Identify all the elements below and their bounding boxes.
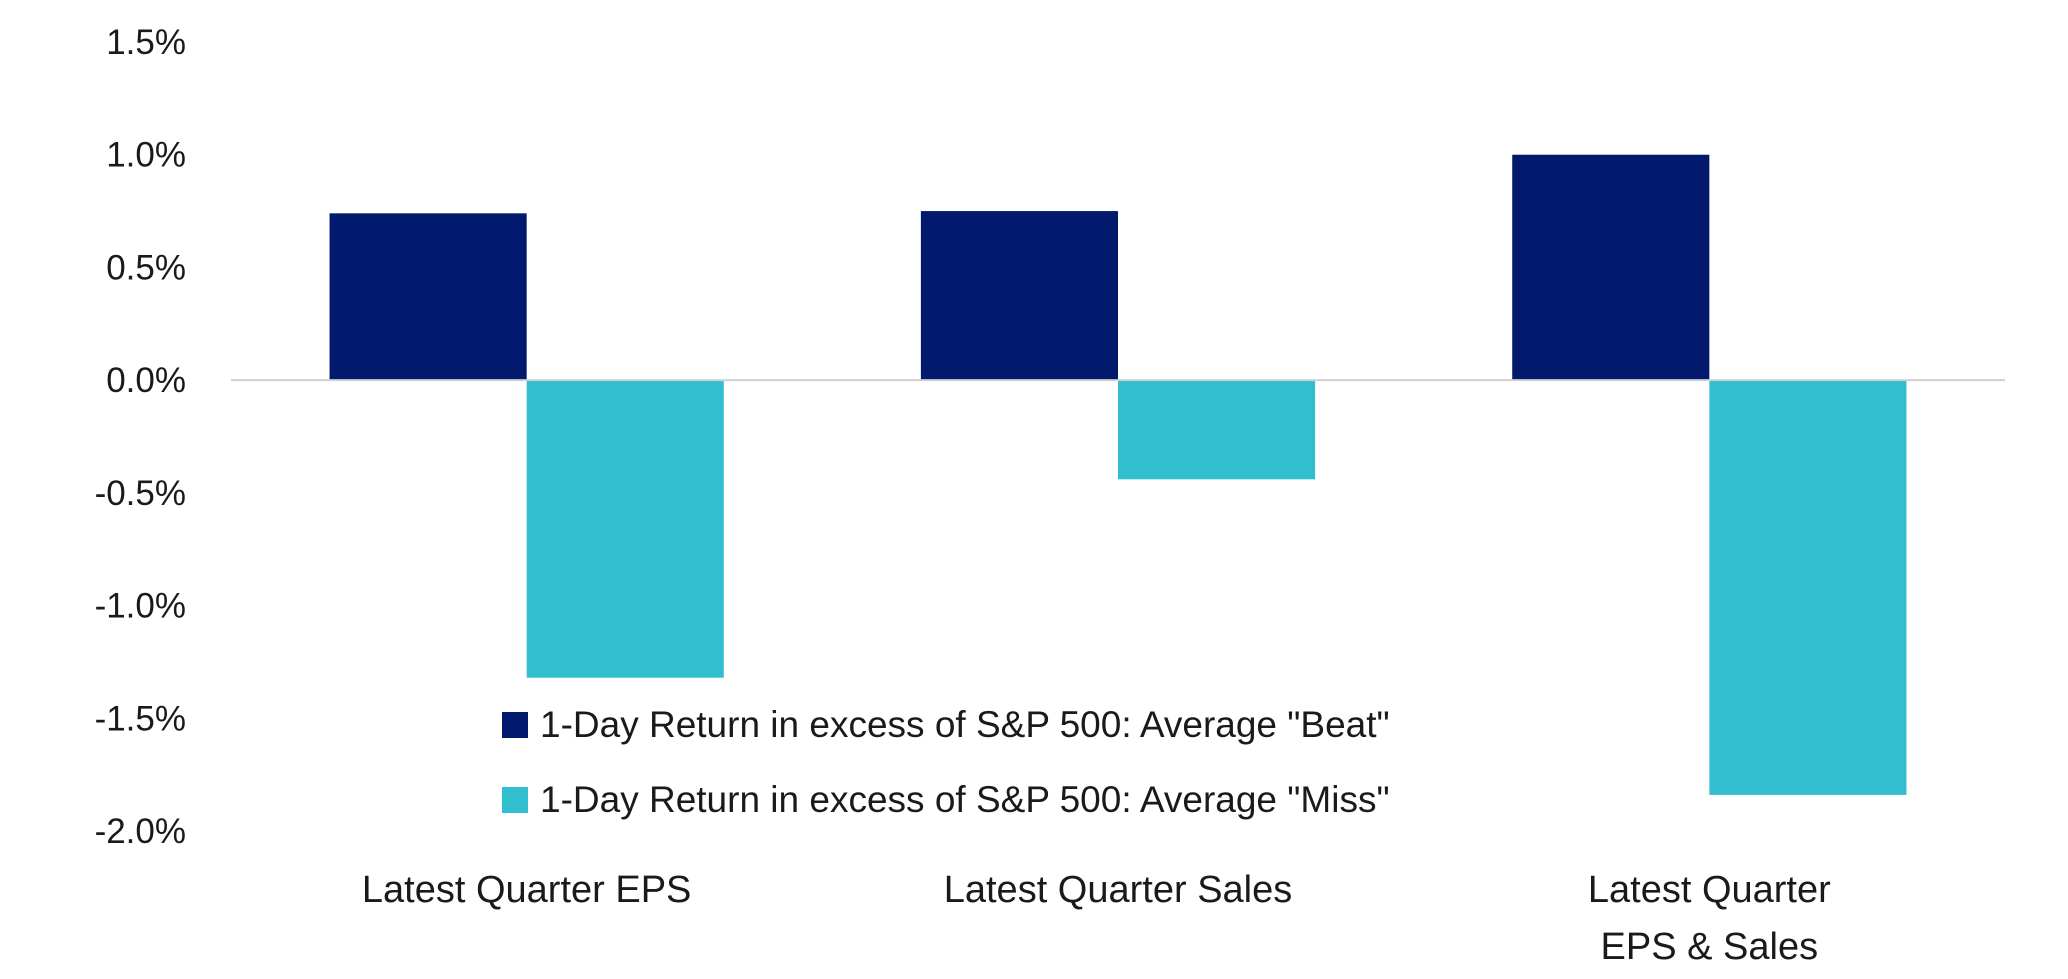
y-tick-label: -2.0% (95, 812, 186, 851)
y-tick-label: 1.0% (106, 136, 186, 175)
bar-beat (920, 211, 1118, 381)
bar-miss (1118, 380, 1316, 480)
x-category-label: Latest Quarter EPS (362, 869, 692, 911)
bar-beat (329, 213, 527, 381)
x-category-label: EPS & Sales (1601, 926, 1819, 968)
y-tick-label: 0.5% (106, 248, 186, 287)
y-tick-label: -1.0% (95, 587, 186, 626)
legend-label: 1-Day Return in excess of S&P 500: Avera… (540, 779, 1390, 820)
x-category-label: Latest Quarter (1588, 869, 1831, 911)
y-tick-label: -0.5% (95, 474, 186, 513)
bars (329, 154, 1907, 795)
x-category-label: Latest Quarter Sales (944, 869, 1293, 911)
legend-label: 1-Day Return in excess of S&P 500: Avera… (540, 704, 1390, 745)
bar-miss (526, 380, 724, 678)
y-tick-label: 1.5% (106, 23, 186, 62)
bar-beat (1512, 154, 1710, 381)
y-tick-label: -1.5% (95, 699, 186, 738)
legend-swatch (502, 712, 528, 738)
x-axis-categories: Latest Quarter EPS Latest Quarter Sales La… (362, 869, 1831, 968)
y-axis-ticks: 1.5% 1.0% 0.5% 0.0% -0.5% -1.0% -1.5% -2.0% (95, 23, 186, 851)
y-tick-label: 0.0% (106, 361, 186, 400)
legend-swatch (502, 787, 528, 813)
bar-miss (1709, 380, 1907, 795)
legend: 1-Day Return in excess of S&P 500: Avera… (502, 704, 1390, 820)
